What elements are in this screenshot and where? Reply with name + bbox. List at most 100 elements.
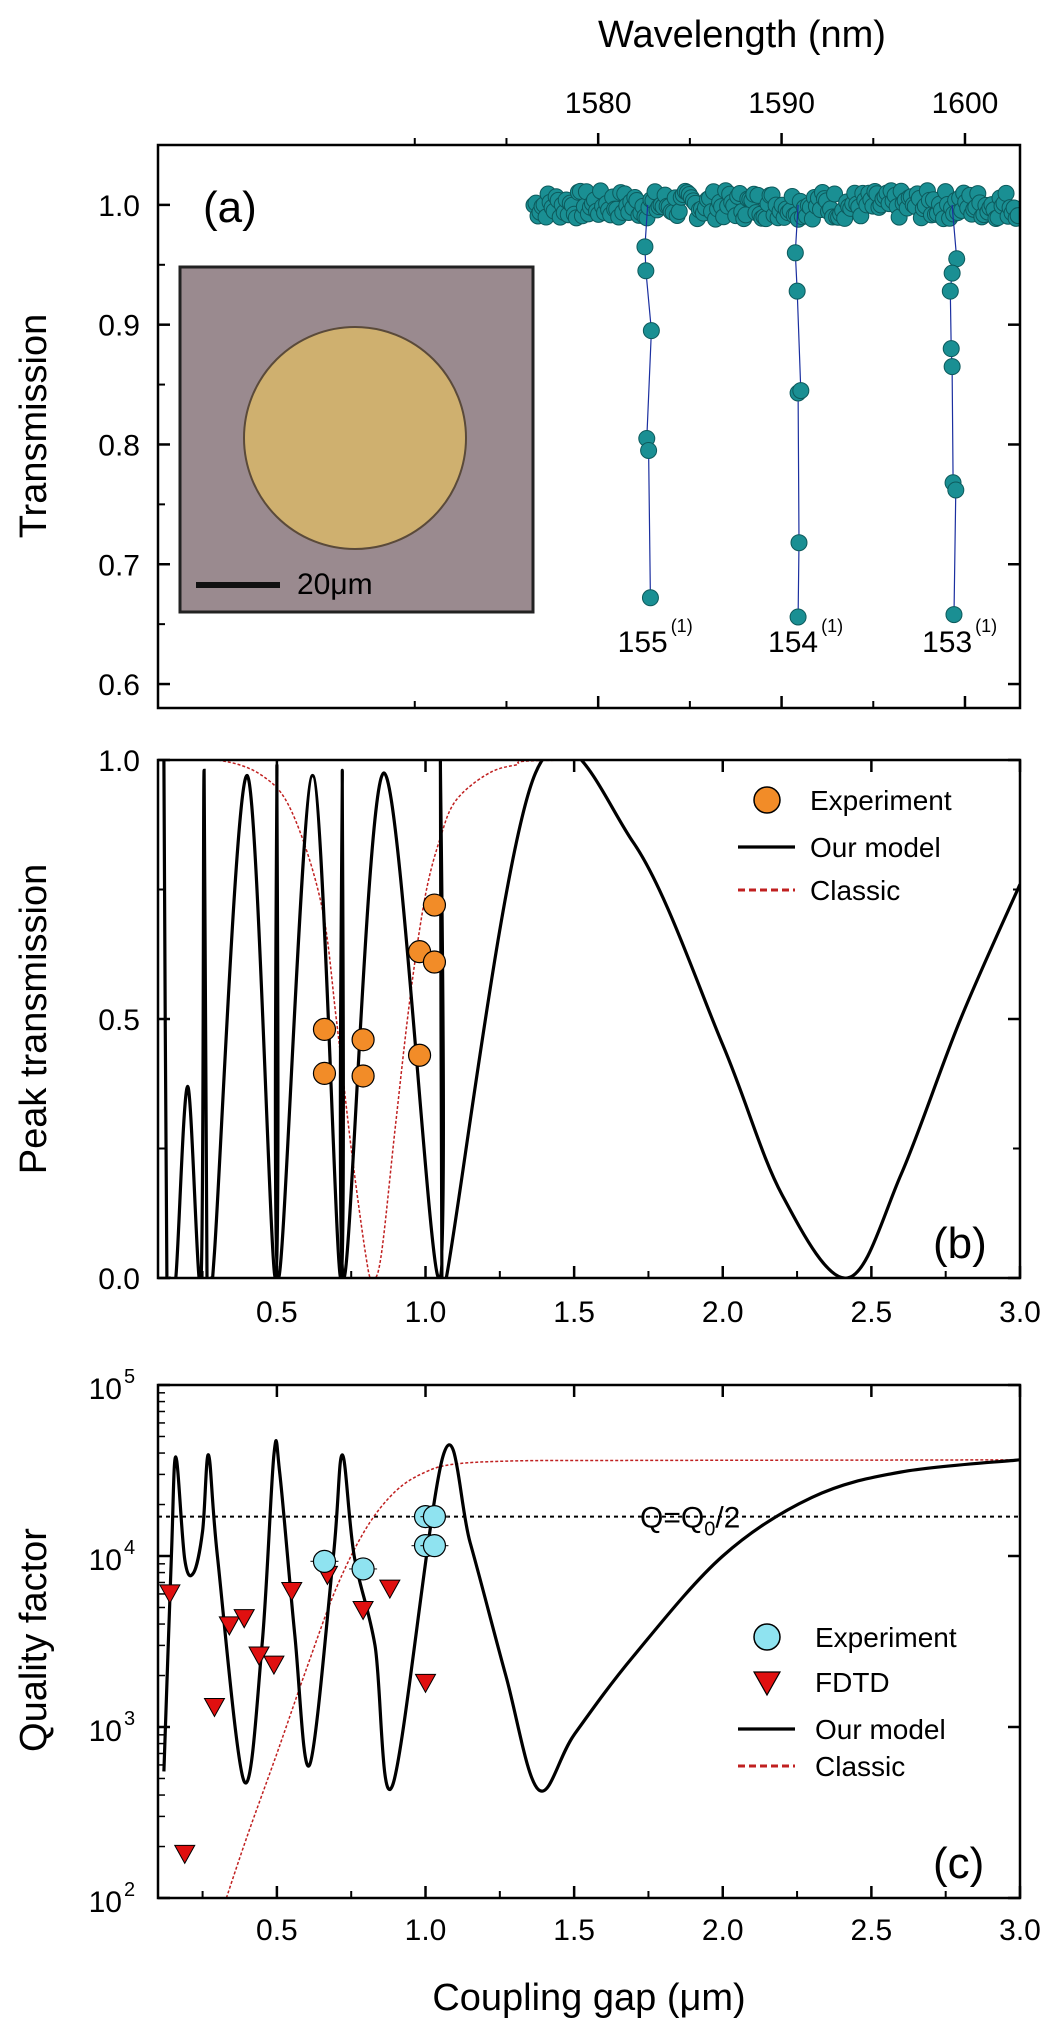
c-xtick-label: 2.0 [702,1914,744,1947]
c-fdtd-point [203,1698,226,1718]
panel-a-xlabel: Wavelength (nm) [598,14,886,56]
a-ytick-label: 0.8 [98,429,140,462]
panel-b-y-ticks: 0.0 0.5 1.0 [98,745,1020,1296]
a-baseline-point [1009,207,1020,225]
a-dip-point [642,322,660,340]
panel-c-classic-line [225,1459,1020,1898]
panel-c-ylabel: Quality factor [13,1528,55,1752]
a-dip-point [636,238,654,256]
a-dip-point [641,589,659,607]
c-ytick-exponent: 4 [124,1537,135,1559]
c-exp-point [422,1504,447,1529]
a-resonance-label: 154 [768,626,818,659]
legend-label-experiment-c: Experiment [815,1622,957,1653]
a-dip-point [943,264,961,282]
a-dip-point [788,282,806,300]
panel-c-fdtd-points [159,1565,437,1865]
a-dip-point [786,244,804,262]
panel-b-experiment-points [312,893,447,1088]
panel-c-legend: Experiment FDTD Our model Classic [738,1622,957,1782]
a-dip-point [637,262,655,280]
legend-marker-experiment [753,786,781,814]
panel-c-frame [156,1383,1022,1900]
c-fdtd-point [352,1601,374,1621]
c-fdtd-point [414,1673,437,1694]
legend-marker-experiment-c [753,1623,781,1651]
c-ytick-exponent: 2 [124,1879,135,1901]
legend-label-classic-c: Classic [815,1751,905,1782]
c-xtick-label: 2.5 [851,1914,893,1947]
a-dip-point [941,282,959,300]
panel-b-ylabel: Peak transmission [13,864,55,1174]
reference-label-tail: /2 [715,1502,740,1535]
c-fdtd-point [159,1584,181,1604]
b-exp-point [351,1028,375,1052]
a-dip-point [792,382,810,400]
legend-label-model-c: Our model [815,1714,946,1745]
a-dip-point [942,340,960,358]
b-ytick-label: 0.0 [98,1263,140,1296]
panel-a-label: (a) [203,183,257,232]
panel-a-x-ticks: 1580 1590 1600 [413,87,998,708]
legend-label-model: Our model [810,832,941,863]
panel-b-classic-line [158,760,1020,1278]
c-fdtd-point [233,1609,256,1629]
b-exp-point [422,950,447,974]
a-dip-line [794,204,802,618]
c-fdtd-point [263,1655,285,1676]
c-ytick-exponent: 3 [124,1708,135,1730]
panel-c-experiment-points [310,1504,449,1581]
panel-c-x-ticks: 0.5 1.0 1.5 2.0 2.5 3.0 [201,1385,1041,1947]
b-exp-point [312,1017,337,1041]
panel-a-ylabel: Transmission [13,314,55,539]
c-ytick-label: 10 [89,1373,122,1406]
legend-label-fdtd: FDTD [815,1667,890,1698]
c-exp-point [351,1557,375,1581]
c-exp-point [422,1534,447,1558]
a-ytick-label: 0.6 [98,669,140,702]
inset-disk [243,326,467,550]
c-ytick-exponent: 5 [124,1366,135,1388]
a-dip-point [948,250,966,268]
b-xtick-label: 0.5 [256,1296,298,1329]
c-exp-point [312,1549,337,1573]
panel-c: Quality factor Coupling gap (μm) 0.5 1.0 1… [13,1366,1041,2019]
a-dip-point [947,481,965,499]
panel-c-xlabel: Coupling gap (μm) [432,1977,745,2019]
a-dip-point [640,441,658,459]
legend-label-classic: Classic [810,875,900,906]
legend-marker-fdtd [752,1671,782,1697]
c-fdtd-point [378,1579,401,1600]
b-exp-point [422,893,447,917]
panel-b-legend: Experiment Our model Classic [738,785,952,906]
panel-b-frame [156,758,1022,1280]
a-dip-point [789,608,807,626]
b-xtick-label: 2.5 [851,1296,893,1329]
c-ytick-label: 10 [89,1886,122,1919]
c-fdtd-point [280,1582,303,1602]
a-dip-point [943,358,961,376]
a-ytick-label: 1.0 [98,190,140,223]
a-ytick-label: 0.7 [98,549,140,582]
a-resonance-label-sup: (1) [975,616,997,636]
a-resonance-label-sup: (1) [671,616,693,636]
c-fdtd-point [218,1616,241,1636]
b-exp-point [312,1061,337,1085]
a-baseline-point [670,202,688,220]
panel-b-model-line [162,760,1020,1278]
b-xtick-label: 1.0 [405,1296,447,1329]
b-exp-point [407,1043,432,1067]
a-dip-point [790,534,808,552]
c-ytick-label: 10 [89,1715,122,1748]
panel-c-reference-label: Q=Q0/2 [640,1502,740,1541]
reference-label-sub: 0 [704,1519,715,1541]
a-xtick-label: 1580 [565,87,632,120]
a-baseline-point [997,184,1015,202]
a-baseline-point [826,185,844,203]
c-xtick-label: 1.0 [405,1914,447,1947]
c-fdtd-point [173,1844,196,1865]
panel-b-label: (b) [933,1219,987,1268]
a-resonance-label: 153 [922,626,972,659]
